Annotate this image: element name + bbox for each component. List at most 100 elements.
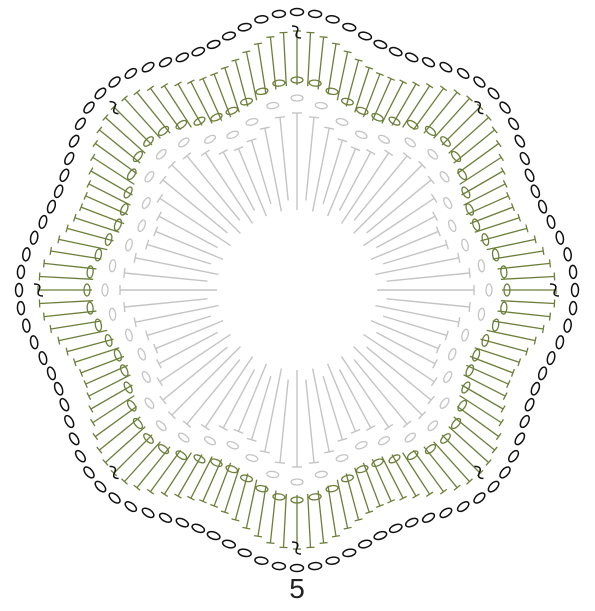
green-stitch bbox=[402, 85, 431, 128]
inner-stitch bbox=[155, 319, 224, 350]
inner-chain bbox=[314, 470, 328, 479]
inner-stitch bbox=[340, 356, 390, 428]
green-stitch bbox=[245, 51, 258, 101]
green-stitch bbox=[354, 467, 370, 513]
green-chain bbox=[104, 333, 113, 347]
green-stitch bbox=[433, 441, 470, 483]
chain-stitch bbox=[53, 184, 64, 199]
stitch-top bbox=[468, 267, 471, 279]
green-stitch bbox=[257, 43, 267, 95]
stitch-top bbox=[145, 330, 150, 341]
green-chain bbox=[113, 348, 123, 362]
green-stitch bbox=[90, 170, 133, 196]
stitch-top bbox=[133, 317, 137, 328]
green-stitch bbox=[354, 67, 370, 113]
green-stitch bbox=[190, 81, 213, 124]
stitch-top bbox=[121, 478, 128, 485]
green-chain bbox=[290, 76, 304, 84]
green-chain bbox=[210, 458, 223, 468]
green-stitch bbox=[459, 156, 502, 185]
inner-chain bbox=[144, 397, 155, 409]
green-chain bbox=[481, 233, 490, 247]
chain-stitch bbox=[59, 168, 70, 183]
stitch-top bbox=[468, 301, 471, 313]
chain-stitch bbox=[64, 414, 75, 429]
chain-stitch bbox=[74, 117, 86, 131]
inner-stitch bbox=[363, 333, 435, 383]
green-stitch bbox=[345, 473, 360, 521]
stitch-top bbox=[246, 138, 257, 143]
inner-rounds bbox=[101, 94, 493, 486]
inner-stitch bbox=[366, 179, 432, 234]
inner-stitch bbox=[382, 243, 447, 265]
inner-stitch bbox=[159, 197, 231, 247]
stitch-top bbox=[541, 324, 545, 334]
chain-stitch bbox=[191, 46, 206, 57]
chain-stitch bbox=[29, 335, 39, 350]
inner-chain bbox=[203, 134, 217, 144]
green-stitch bbox=[58, 329, 108, 342]
chain-stitch bbox=[530, 381, 541, 396]
green-chain bbox=[355, 106, 369, 116]
stitch-top bbox=[427, 395, 435, 405]
green-chain bbox=[424, 443, 437, 455]
stitch-top bbox=[402, 152, 412, 160]
green-chain bbox=[308, 79, 322, 87]
chain-stitch bbox=[175, 517, 190, 528]
stitch-top bbox=[242, 526, 251, 530]
stitch-top bbox=[200, 423, 210, 431]
chain-stitch bbox=[108, 492, 121, 504]
green-stitch bbox=[500, 300, 555, 305]
inner-chain bbox=[178, 432, 190, 443]
green-stitch bbox=[327, 485, 337, 537]
picot-mark bbox=[474, 465, 484, 480]
stitch-top bbox=[199, 76, 207, 81]
stitch-top bbox=[231, 518, 240, 522]
stitch-top bbox=[187, 495, 195, 501]
stitch-top bbox=[350, 146, 361, 152]
stitch-top bbox=[253, 534, 263, 538]
stitch-top bbox=[337, 138, 348, 143]
chain-stitch bbox=[537, 366, 548, 381]
inner-chain bbox=[447, 219, 457, 233]
chain-stitch bbox=[570, 282, 580, 298]
stitch-top bbox=[218, 148, 228, 155]
stitch-top bbox=[259, 126, 270, 130]
inner-chain bbox=[266, 101, 280, 110]
stitch-top bbox=[200, 149, 210, 157]
chain-stitch bbox=[530, 184, 541, 199]
green-stitch bbox=[463, 183, 506, 206]
green-chain bbox=[123, 186, 133, 199]
stitch-top bbox=[319, 35, 328, 39]
inner-chain bbox=[404, 432, 416, 443]
stitch-top bbox=[425, 83, 434, 89]
stitch-top bbox=[79, 203, 84, 212]
stitch-top bbox=[153, 226, 159, 237]
green-chain bbox=[461, 186, 471, 199]
chain-stitch bbox=[563, 318, 572, 333]
inner-stitch bbox=[155, 230, 224, 261]
stitch-top bbox=[88, 167, 94, 175]
chain-stitch bbox=[83, 466, 95, 479]
green-stitch bbox=[39, 275, 94, 280]
chain-stitch bbox=[46, 199, 57, 214]
stitch-top bbox=[308, 461, 320, 464]
chain-stitch bbox=[524, 168, 535, 183]
stitch-top bbox=[174, 81, 182, 87]
green-stitch bbox=[163, 85, 192, 128]
chain-stitch bbox=[456, 67, 470, 79]
chain-stitch bbox=[555, 335, 565, 350]
inner-stitch bbox=[237, 148, 268, 217]
picot-mark bbox=[291, 25, 302, 39]
stitch-top bbox=[199, 499, 207, 504]
stitch-top bbox=[57, 235, 61, 244]
stitch-top bbox=[331, 534, 341, 538]
stitch-top bbox=[49, 246, 53, 256]
green-chain bbox=[340, 474, 354, 483]
chain-stitch bbox=[124, 501, 138, 513]
green-chain bbox=[255, 484, 269, 493]
chain-stitch bbox=[421, 512, 436, 523]
chain-stitch bbox=[191, 523, 206, 534]
chain-stitch bbox=[499, 101, 511, 114]
chain-stitch bbox=[206, 530, 221, 541]
